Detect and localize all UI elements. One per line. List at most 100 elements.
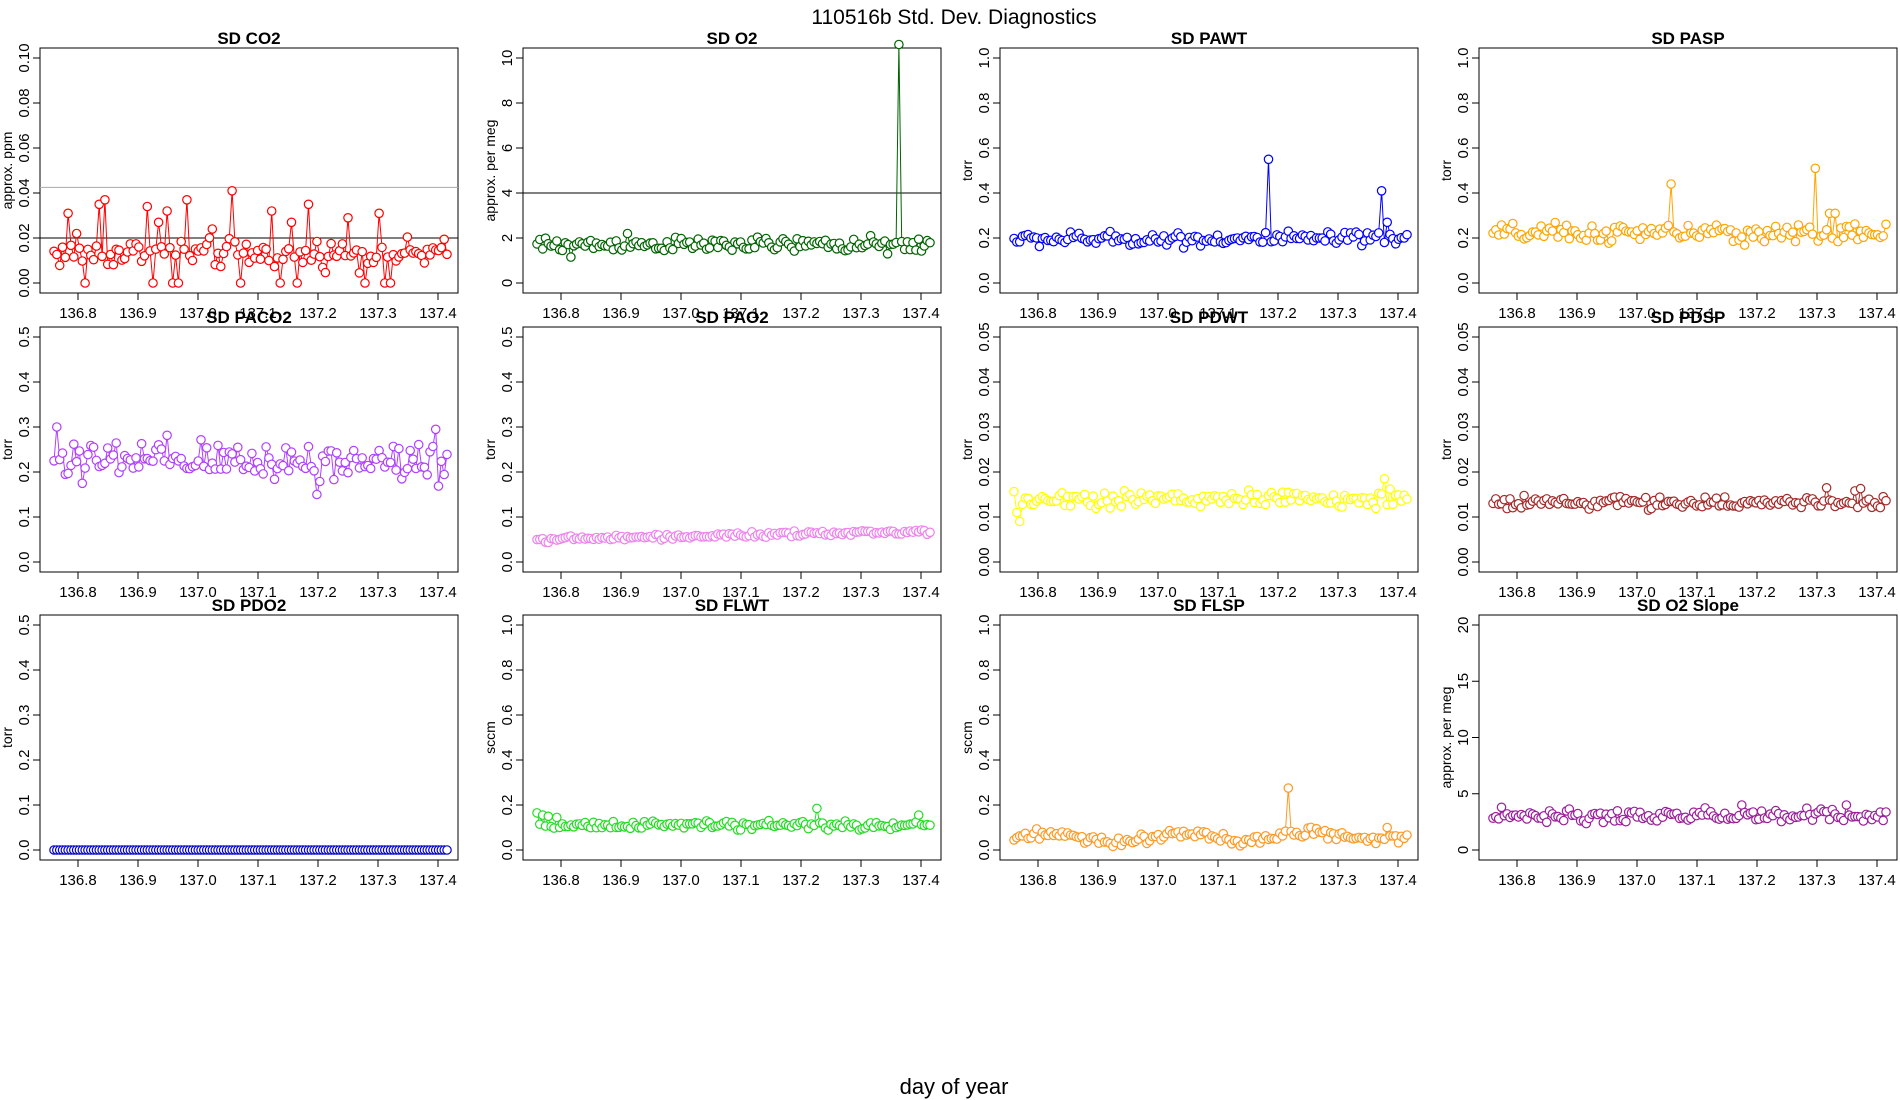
data-point — [433, 481, 444, 491]
data-point — [80, 278, 90, 288]
data-point — [148, 456, 158, 466]
x-tick-label: 136.9 — [1079, 305, 1117, 322]
data-point — [1666, 179, 1676, 189]
data-point — [329, 474, 339, 485]
data-point — [1382, 217, 1392, 228]
y-tick-label: 1.0 — [976, 615, 993, 636]
data-point — [264, 255, 274, 266]
y-tick-label: 0.04 — [976, 367, 993, 396]
x-tick-label: 136.8 — [1498, 872, 1536, 889]
x-tick-label: 137.4 — [419, 305, 457, 322]
y-tick-label: 0.4 — [16, 372, 33, 393]
data-point — [374, 208, 384, 219]
data-point — [1720, 492, 1730, 502]
x-tick-label: 137.3 — [842, 872, 880, 889]
data-point — [331, 447, 342, 458]
data-point — [413, 439, 424, 450]
data-point — [1787, 227, 1798, 237]
data-point — [1260, 499, 1271, 510]
data-point — [1379, 237, 1390, 248]
panel-title: SD PDWT — [1170, 308, 1249, 327]
x-tick-label: 137.4 — [1858, 872, 1896, 889]
data-point — [1878, 815, 1888, 826]
figure-x-axis-label: day of year — [900, 1074, 1009, 1099]
x-tick-label: 136.9 — [1558, 584, 1596, 601]
data-point — [182, 195, 192, 205]
data-point — [1388, 499, 1398, 510]
data-point — [221, 241, 232, 252]
figure-title: 110516b Std. Dev. Diagnostics — [811, 6, 1096, 29]
data-point — [551, 236, 562, 246]
data-point — [1606, 236, 1617, 246]
data-point — [51, 422, 62, 432]
x-tick-label: 137.2 — [1259, 305, 1297, 322]
y-tick-label: 0.1 — [16, 507, 33, 528]
data-point — [1881, 807, 1891, 817]
plot-frame — [999, 614, 1419, 861]
x-tick-label: 137.0 — [1618, 872, 1656, 889]
chart-sd-pdsp: SD PDSP torr 0.00 0.01 0.02 0.03 0.04 0.05 136.8… — [1438, 308, 1898, 601]
data-point — [543, 811, 554, 822]
data-point — [925, 820, 935, 830]
data-point — [1601, 226, 1611, 236]
data-point — [1505, 494, 1515, 504]
y-tick-label: 0.00 — [16, 268, 33, 297]
y-tick-label: 15 — [1455, 673, 1472, 690]
y-tick-label: 0.2 — [499, 462, 516, 483]
y-tick-label: 0.8 — [976, 93, 993, 114]
y-tick-label: 0.06 — [16, 133, 33, 162]
x-tick-label: 137.2 — [1259, 584, 1297, 601]
data-point — [1263, 154, 1274, 165]
data-point — [275, 278, 285, 288]
x-tick-label: 137.0 — [179, 584, 217, 601]
y-axis-label: sccm — [482, 721, 498, 754]
x-tick-label: 137.4 — [1858, 305, 1896, 322]
data-point — [1550, 217, 1560, 228]
x-tick-label: 136.8 — [59, 305, 97, 322]
data-point — [162, 206, 172, 216]
x-tick-label: 137.1 — [722, 584, 760, 601]
x-tick-label: 137.4 — [419, 584, 457, 601]
data-point — [391, 465, 401, 475]
data-point — [1252, 489, 1262, 500]
data-point — [292, 278, 302, 288]
data-point — [66, 240, 76, 251]
y-tick-label: 0.05 — [1455, 322, 1472, 351]
y-tick-label: 0.2 — [16, 462, 33, 483]
x-tick-label: 136.9 — [119, 872, 157, 889]
plot-frame — [39, 47, 459, 294]
y-tick-label: 0.0 — [976, 840, 993, 861]
y-tick-label: 0.02 — [976, 457, 993, 486]
y-tick-label: 0.02 — [1455, 457, 1472, 486]
data-point — [1875, 502, 1886, 513]
data-point — [360, 278, 370, 288]
data-point — [1739, 240, 1750, 250]
y-tick-label: 0.00 — [1455, 547, 1472, 576]
plot-frame — [1478, 47, 1898, 294]
data-point — [439, 469, 449, 480]
x-tick-label: 137.0 — [1139, 584, 1177, 601]
x-tick-label: 137.0 — [662, 584, 700, 601]
data-point — [196, 434, 206, 445]
y-tick-label: 0.4 — [499, 372, 516, 393]
x-tick-label: 136.8 — [542, 584, 580, 601]
y-axis-label: approx. per meg — [482, 120, 498, 222]
panel-title: SD PASP — [1651, 29, 1724, 48]
data-point — [233, 442, 243, 453]
data-point — [269, 261, 280, 272]
data-point — [1612, 805, 1623, 816]
chart-sd-co2: SD CO2 approx. ppm 0.00 0.02 0.04 0.06 0.08 0.1… — [0, 29, 459, 322]
data-point — [566, 252, 576, 262]
x-tick-label: 137.0 — [662, 305, 700, 322]
data-point — [439, 234, 449, 245]
data-point — [74, 243, 85, 253]
data-point — [1241, 495, 1251, 505]
x-tick-label: 137.4 — [902, 305, 940, 322]
data-point — [314, 251, 325, 262]
data-point — [727, 245, 737, 255]
x-tick-label: 137.2 — [1738, 584, 1776, 601]
data-point — [419, 258, 430, 268]
data-point — [258, 469, 268, 479]
data-point — [283, 244, 294, 254]
data-point — [1508, 218, 1518, 229]
